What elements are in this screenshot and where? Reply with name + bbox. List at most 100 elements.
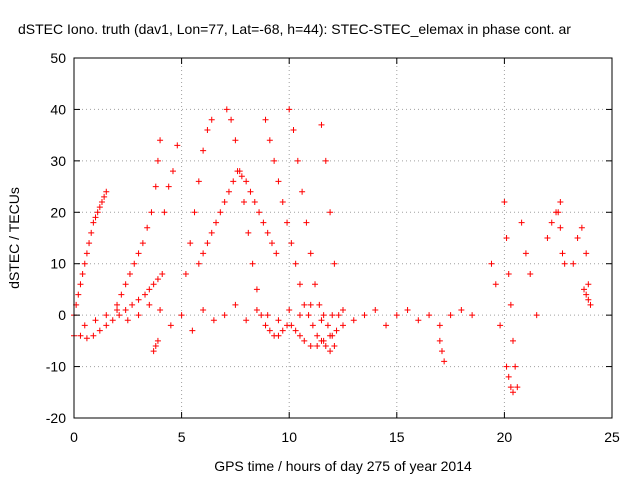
data-point (256, 209, 263, 216)
data-point (290, 127, 297, 133)
data-point (245, 229, 252, 236)
x-tick-label: 0 (70, 429, 78, 445)
data-point (533, 312, 540, 319)
data-point (301, 301, 308, 308)
data-point (135, 296, 142, 303)
data-point (436, 322, 443, 329)
data-point (292, 327, 299, 334)
data-point (114, 307, 121, 313)
data-point (505, 373, 512, 380)
data-point (492, 281, 499, 288)
data-point (139, 240, 146, 247)
data-point (103, 312, 110, 319)
data-point (258, 312, 265, 319)
data-point (279, 199, 286, 205)
data-point (585, 281, 592, 288)
data-point (587, 301, 594, 308)
data-point (438, 348, 445, 355)
data-point (221, 199, 228, 205)
data-point (152, 183, 159, 190)
data-point (98, 199, 105, 205)
data-point (247, 188, 254, 195)
data-point (305, 312, 312, 319)
data-point (314, 332, 321, 339)
data-point (303, 219, 310, 226)
x-axis-label: GPS time / hours of day 275 of year 2014 (214, 458, 472, 474)
data-point (253, 286, 260, 293)
data-point (329, 332, 336, 339)
data-point (96, 327, 103, 334)
data-point (507, 384, 514, 391)
data-point (225, 188, 232, 195)
data-point (497, 322, 504, 329)
data-point (243, 178, 250, 185)
data-point (350, 317, 357, 324)
y-tick-label: 40 (50, 101, 66, 117)
data-point (92, 214, 99, 221)
data-point (260, 219, 267, 226)
y-tick-label: -20 (46, 410, 66, 426)
data-point (510, 337, 517, 344)
data-point (469, 312, 476, 319)
data-point (335, 312, 342, 319)
data-point (279, 327, 286, 334)
data-point (307, 250, 314, 257)
data-point (189, 327, 196, 334)
data-point (114, 301, 121, 308)
data-point (488, 260, 495, 267)
data-point (152, 343, 159, 349)
data-point (501, 199, 508, 205)
data-point (505, 271, 512, 277)
data-point (249, 260, 256, 267)
data-point (217, 209, 224, 216)
data-point (182, 271, 189, 277)
axis-ticks: 0 5 10 15 20 25 -20 -10 0 10 20 30 40 50 (46, 50, 620, 445)
data-point (583, 250, 590, 257)
x-tick-label: 10 (281, 429, 297, 445)
data-point (404, 307, 411, 313)
data-point (103, 322, 110, 329)
data-point (83, 335, 90, 342)
data-point (264, 312, 271, 319)
data-point (286, 307, 293, 313)
data-point (288, 322, 295, 329)
data-point (301, 337, 308, 344)
data-point (174, 142, 181, 149)
data-point (208, 229, 215, 236)
data-point (284, 219, 291, 226)
data-point (561, 260, 568, 267)
data-point (159, 271, 166, 277)
x-tick-label: 25 (604, 429, 620, 445)
data-point (527, 271, 534, 277)
data-point (581, 286, 588, 293)
data-point (154, 337, 161, 344)
data-point (195, 260, 202, 267)
data-point (228, 116, 235, 123)
data-point (557, 224, 564, 231)
data-point (230, 178, 237, 185)
data-point (77, 332, 84, 339)
data-point (522, 250, 529, 257)
data-points (71, 106, 594, 396)
data-point (81, 260, 88, 267)
data-point (200, 307, 207, 313)
y-tick-label: 50 (50, 50, 66, 66)
data-point (275, 317, 282, 324)
data-point (122, 307, 129, 313)
data-point (178, 312, 185, 319)
data-point (154, 157, 161, 164)
data-point (292, 260, 299, 267)
data-point (570, 260, 577, 267)
data-point (150, 281, 157, 288)
data-point (327, 348, 334, 355)
data-point (574, 235, 581, 241)
y-tick-label: -10 (46, 359, 66, 375)
data-point (236, 168, 243, 175)
data-point (118, 291, 125, 298)
data-point (148, 209, 155, 216)
data-point (81, 322, 88, 329)
data-point (320, 312, 327, 319)
data-point (361, 312, 368, 319)
data-point (447, 312, 454, 319)
